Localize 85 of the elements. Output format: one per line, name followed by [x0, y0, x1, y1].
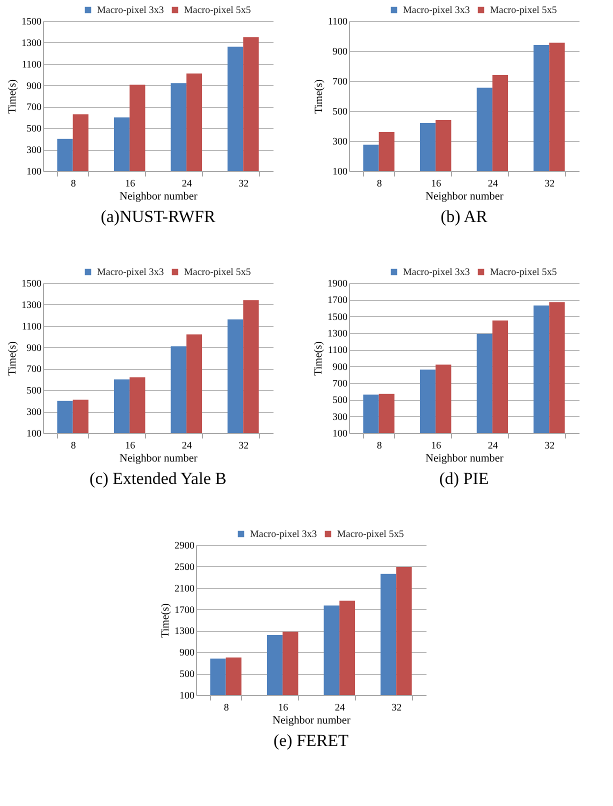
y-tick-label: 2900: [174, 540, 194, 552]
y-axis-title: Time(s): [159, 602, 171, 638]
y-tick-label: 100: [179, 690, 194, 702]
y-axis-title: Time(s): [312, 78, 324, 114]
text: (e) FERET: [272, 731, 349, 750]
x-tick-label: 16: [278, 702, 288, 714]
y-tick-label: 1100: [327, 16, 347, 28]
y-tick-label: 300: [26, 145, 41, 156]
y-tick-label: 900: [179, 648, 194, 659]
x-tick-label: 8: [70, 440, 76, 452]
legend-label: Macro-pixel 5x5: [184, 5, 250, 16]
x-tick-label: 8: [70, 178, 76, 190]
y-tick-label: 1300: [174, 626, 194, 638]
y-tick-label: 2500: [174, 562, 194, 573]
y-tick-label: 1500: [327, 312, 347, 323]
y-tick-label: 100: [26, 428, 41, 440]
y-tick-label: 100: [26, 166, 41, 178]
y-tick-label: 500: [332, 395, 347, 406]
text: (a)NUST-RWFR: [100, 207, 216, 226]
y-tick-label: 1500: [21, 16, 41, 28]
x-tick-label: 16: [430, 178, 441, 190]
y-tick-label: 500: [179, 669, 194, 680]
legend-label: Macro-pixel 5x5: [490, 5, 556, 16]
y-tick-label: 1500: [21, 278, 41, 290]
x-tick-label: 24: [487, 178, 498, 190]
y-tick-label: 1100: [21, 59, 41, 70]
x-tick-label: 24: [334, 702, 344, 714]
text: (b) AR: [440, 207, 488, 226]
x-tick-label: 32: [544, 440, 554, 452]
y-tick-label: 900: [26, 80, 41, 92]
y-axis-title: Time(s): [312, 340, 324, 376]
x-tick-label: 16: [430, 440, 441, 452]
y-tick-label: 1100: [21, 321, 41, 332]
y-tick-label: 300: [26, 407, 41, 418]
y-tick-label: 300: [332, 136, 347, 148]
legend-label: Macro-pixel 5x5: [490, 267, 556, 278]
y-tick-label: 1700: [174, 604, 194, 616]
y-tick-label: 700: [26, 102, 41, 114]
x-axis-title: Neighbor number: [272, 714, 350, 726]
x-tick-label: 32: [238, 440, 248, 452]
legend-label: Macro-pixel 5x5: [336, 529, 404, 540]
y-tick-label: 300: [332, 412, 347, 423]
y-tick-label: 900: [332, 46, 347, 58]
legend-label: Macro-pixel 5x5: [184, 267, 250, 278]
legend-label: Macro-pixel 3x3: [96, 267, 164, 278]
x-tick-label: 24: [181, 178, 192, 190]
x-axis-title: Neighbor number: [425, 190, 504, 202]
y-tick-label: 700: [332, 76, 347, 88]
x-tick-label: 32: [391, 702, 402, 714]
y-tick-label: 1900: [327, 278, 347, 290]
legend-label: Macro-pixel 3x3: [402, 267, 470, 278]
y-tick-label: 900: [332, 362, 347, 373]
y-tick-label: 500: [26, 386, 41, 397]
x-tick-label: 16: [124, 440, 135, 452]
y-axis-title: Time(s): [6, 340, 18, 376]
y-axis-title: Time(s): [6, 78, 18, 114]
y-tick-label: 1700: [327, 295, 347, 306]
legend-label: Macro-pixel 3x3: [96, 5, 164, 16]
y-tick-label: 500: [26, 124, 41, 135]
x-tick-label: 8: [376, 440, 382, 452]
x-axis-title: Neighbor number: [119, 452, 198, 464]
x-tick-label: 24: [487, 440, 498, 452]
y-tick-label: 700: [332, 378, 347, 390]
y-tick-label: 1300: [21, 300, 41, 311]
y-tick-label: 100: [332, 428, 347, 440]
legend-label: Macro-pixel 3x3: [402, 5, 470, 16]
y-tick-label: 100: [332, 166, 347, 178]
text: (d) PIE: [438, 469, 488, 488]
text: (c) Extended Yale B: [89, 469, 226, 488]
y-tick-label: 900: [26, 342, 41, 354]
y-tick-label: 700: [26, 364, 41, 376]
x-tick-label: 32: [544, 178, 554, 190]
x-tick-label: 16: [124, 178, 135, 190]
x-axis-title: Neighbor number: [425, 452, 504, 464]
y-tick-label: 500: [332, 106, 347, 118]
y-tick-label: 2100: [174, 583, 194, 594]
x-tick-label: 24: [181, 440, 192, 452]
x-tick-label: 8: [223, 702, 228, 714]
y-tick-label: 1100: [327, 345, 347, 356]
x-tick-label: 8: [376, 178, 382, 190]
y-tick-label: 1300: [21, 38, 41, 49]
x-axis-title: Neighbor number: [119, 190, 198, 202]
y-tick-label: 1300: [327, 328, 347, 340]
x-tick-label: 32: [238, 178, 248, 190]
legend-label: Macro-pixel 3x3: [250, 529, 316, 540]
